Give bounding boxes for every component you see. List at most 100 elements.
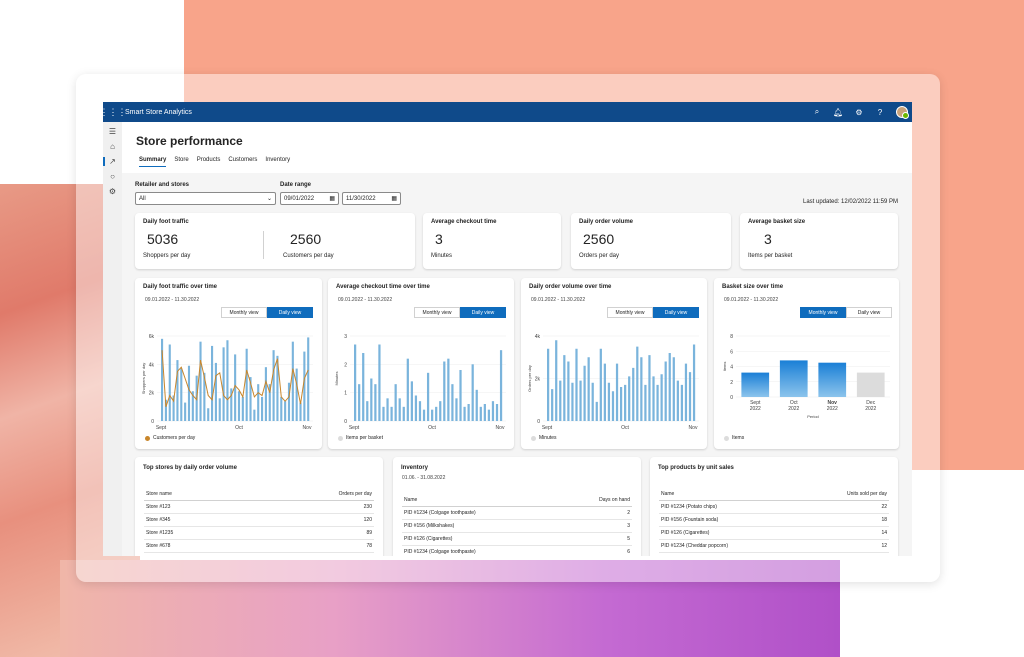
cell: 18	[800, 513, 889, 527]
bar	[291, 341, 294, 421]
table-row[interactable]: PID #126 (Cigarettes) 5	[402, 532, 632, 546]
table-row[interactable]: PID #156 (Milkshakes) 3	[402, 519, 632, 533]
daily-view-button[interactable]: Daily view	[267, 307, 313, 318]
help-icon[interactable]: ?	[877, 107, 883, 117]
bar	[779, 360, 808, 397]
menu-icon[interactable]: ☰	[108, 127, 117, 136]
bell-icon[interactable]: 🔔︎	[833, 107, 844, 117]
bar	[234, 354, 237, 421]
table-row[interactable]: Store #678 78	[144, 539, 374, 553]
chart-card-foot-traffic: Daily foot traffic over time 09.01.2022 …	[135, 278, 322, 449]
settings-icon[interactable]: ⚙	[108, 187, 117, 196]
bar	[579, 380, 582, 421]
cell: 230	[248, 500, 374, 514]
tab-customers[interactable]: Customers	[228, 157, 258, 163]
y-tick-label: 8	[730, 334, 733, 340]
bar	[668, 353, 671, 421]
legend-label: Customers per day	[153, 435, 196, 441]
chevron-down-icon: ⌄	[266, 196, 272, 202]
retailer-dropdown[interactable]: All ⌄	[135, 192, 276, 205]
tab-inventory[interactable]: Inventory	[265, 157, 291, 163]
table-title: Top products by unit sales	[658, 465, 734, 471]
bar	[688, 372, 692, 421]
kpi-value: 2560	[583, 231, 615, 247]
bar	[418, 401, 422, 421]
avatar[interactable]	[896, 106, 909, 119]
bar	[615, 363, 619, 421]
legend-swatch	[531, 435, 536, 441]
y-tick-label: 0	[730, 395, 733, 401]
bar	[595, 401, 598, 421]
view-toggle: Monthly view Daily view	[221, 307, 313, 318]
bar	[499, 350, 503, 421]
tab-products[interactable]: Products	[196, 157, 221, 163]
y-axis-label: Shoppers per day	[141, 363, 146, 395]
search-icon[interactable]: ⌕	[814, 107, 820, 116]
bar	[402, 406, 405, 421]
kpi-value: 5036	[147, 231, 179, 247]
start-date-field[interactable]: 09/01/2022 ▦	[280, 192, 339, 205]
x-tick-label: Nov	[303, 425, 312, 431]
table-row[interactable]: Store #345 120	[144, 513, 374, 527]
bar	[591, 382, 594, 421]
lightbulb-icon[interactable]: ○	[110, 172, 115, 181]
table-row[interactable]: PID #126 (Cigarettes) 14	[659, 526, 889, 540]
bar	[547, 348, 550, 421]
chart-legend: Minutes	[531, 435, 557, 441]
table-row[interactable]: PID #1234 (Potato chips) 22	[659, 500, 889, 514]
table-row[interactable]: PID #1234 (Colgage toothpaste) 6	[402, 545, 632, 556]
daily-view-button[interactable]: Daily view	[460, 307, 506, 318]
table-row[interactable]: PID #1234 (Colgage toothpaste) 2	[402, 506, 632, 520]
table-row[interactable]: Store #123 230	[144, 500, 374, 514]
x-tick-label: Sept	[156, 425, 167, 431]
bar	[660, 374, 663, 421]
end-date-field[interactable]: 11/30/2022 ▦	[342, 192, 401, 205]
home-icon[interactable]: ⌂	[110, 142, 115, 151]
table-card-top-stores: Top stores by daily order volume Store n…	[135, 457, 383, 556]
x-tick-label: Sept	[349, 425, 360, 431]
monthly-view-button[interactable]: Monthly view	[414, 307, 460, 318]
table-header-row: Name Days on hand	[402, 495, 632, 507]
inventory-table: Name Days on hand PID #1234 (Colgage too…	[402, 495, 632, 556]
table-row[interactable]: Store #1235 89	[144, 526, 374, 540]
kpi-title: Average checkout time	[431, 219, 497, 225]
bar	[563, 355, 566, 421]
bar	[583, 365, 586, 421]
table-row[interactable]: PID #1234 (Cheddar popcorn) 12	[659, 539, 889, 553]
bar	[818, 362, 847, 397]
bar	[599, 348, 602, 421]
calendar-icon: ▦	[329, 196, 335, 202]
cell: PID #156 (Milkshakes)	[402, 519, 560, 533]
bar	[692, 344, 696, 421]
page-title: Store performance	[136, 134, 243, 148]
kpi-value: 3	[435, 231, 443, 247]
kpi-title: Daily order volume	[579, 219, 634, 225]
table-subtitle: 01.06. - 31.08.2022	[402, 475, 446, 481]
monthly-view-button[interactable]: Monthly view	[800, 307, 846, 318]
tab-summary[interactable]: Summary	[139, 157, 167, 167]
chart-checkout-time: 0 1 2 3 Minutes Sept Oct Nov	[334, 334, 506, 431]
kpi-order-volume: Daily order volume 2560 Orders per day	[571, 213, 731, 269]
monthly-view-button[interactable]: Monthly view	[221, 307, 267, 318]
monthly-view-button[interactable]: Monthly view	[607, 307, 653, 318]
bar	[656, 384, 659, 421]
kpi-label: Orders per day	[579, 253, 620, 259]
daily-view-button[interactable]: Daily view	[846, 307, 892, 318]
bar	[241, 396, 244, 421]
kpi-title: Average basket size	[748, 219, 806, 225]
y-tick-label: 2k	[149, 391, 155, 397]
bar	[207, 408, 210, 421]
tab-store[interactable]: Store	[174, 157, 189, 163]
chart-card-checkout-time: Average checkout time over time 09.01.20…	[328, 278, 514, 449]
end-date-value: 11/30/2022	[346, 196, 376, 202]
bar	[676, 380, 679, 421]
bar	[264, 367, 267, 421]
table-row[interactable]: PID #156 (Fountain soda) 18	[659, 513, 889, 527]
bar	[447, 358, 450, 421]
analytics-icon[interactable]: ↗	[103, 154, 122, 169]
daily-view-button[interactable]: Daily view	[653, 307, 699, 318]
bar	[603, 363, 606, 421]
page-header: Store performance Summary Store Products…	[122, 122, 912, 173]
app-launcher-icon[interactable]: ⋮⋮⋮	[103, 106, 127, 117]
gear-icon[interactable]: ⚙	[855, 107, 863, 117]
